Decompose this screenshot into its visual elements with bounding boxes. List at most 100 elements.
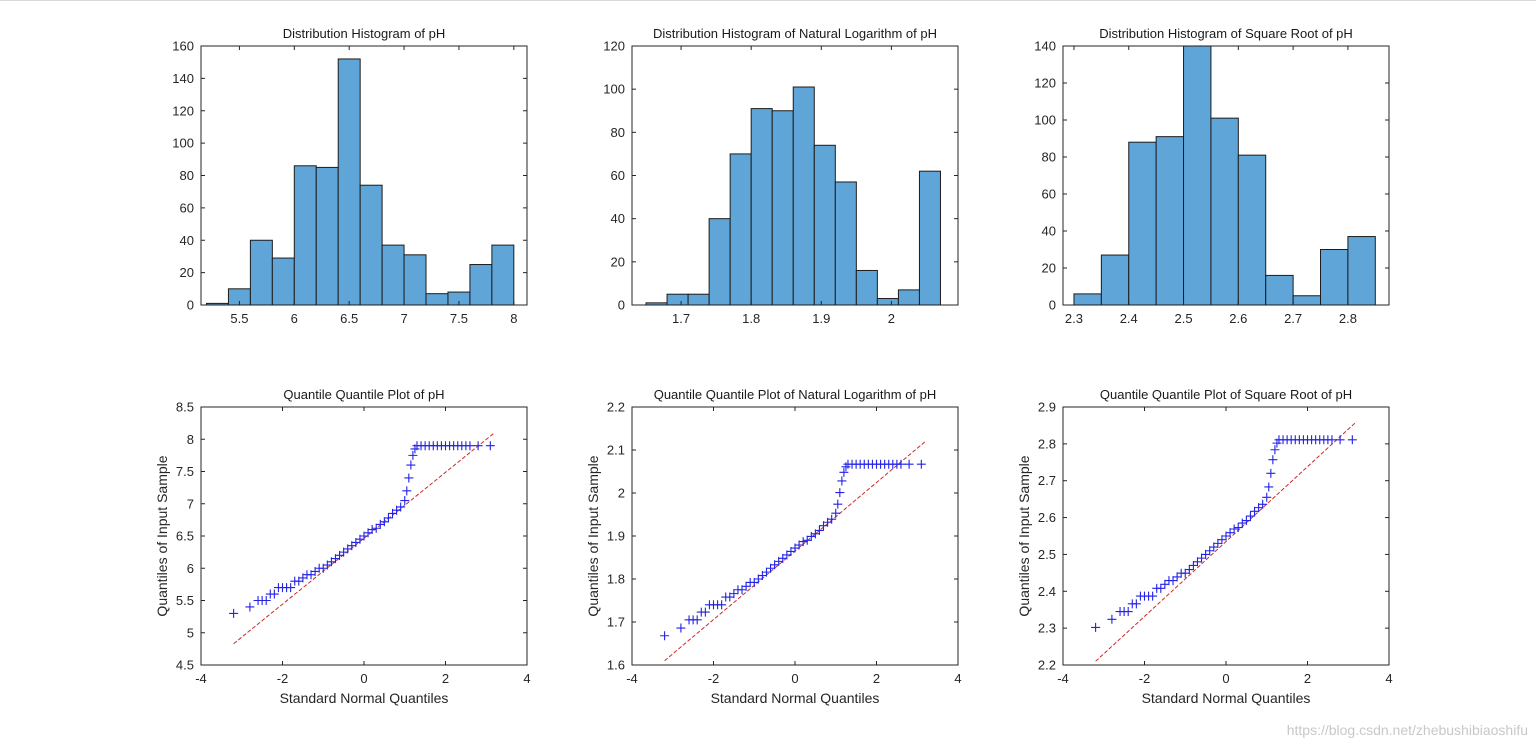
- x-tick-label: 2.5: [1174, 311, 1192, 326]
- qq-point: [1229, 524, 1239, 534]
- x-axis-label: Standard Normal Quantiles: [280, 690, 449, 706]
- histogram-bar: [813, 144, 836, 306]
- x-tick-label: 4: [954, 671, 961, 686]
- x-tick-label: -4: [1057, 671, 1069, 686]
- y-tick-label: 140: [1034, 39, 1056, 54]
- qq-point: [1172, 572, 1182, 582]
- x-tick-label: 1.8: [742, 311, 760, 326]
- chart-title: Distribution Histogram of Square Root of…: [1099, 26, 1353, 41]
- qq-point: [485, 441, 495, 451]
- qq-point: [465, 441, 475, 451]
- qq-point: [839, 467, 849, 477]
- x-tick-label: 2.7: [1284, 311, 1302, 326]
- qq-point: [1156, 583, 1166, 593]
- chart-title: Quantile Quantile Plot of pH: [283, 387, 444, 402]
- x-tick-label: 2: [873, 671, 880, 686]
- y-tick-label: 60: [1042, 187, 1056, 202]
- y-tick-label: 6.5: [176, 529, 194, 544]
- histogram-bar: [834, 181, 857, 306]
- qq-point: [402, 486, 412, 496]
- qq-point: [1241, 516, 1251, 526]
- y-tick-label: 140: [172, 71, 194, 86]
- y-tick-label: 2.9: [1038, 400, 1056, 415]
- watermark-text: https://blog.csdn.net/zhebushibiaoshifu: [1286, 722, 1528, 738]
- qq-point: [379, 517, 389, 527]
- qq-point: [916, 459, 926, 469]
- y-tick-label: 8: [187, 432, 194, 447]
- qq-point: [286, 583, 296, 593]
- reference-line: [233, 432, 495, 645]
- qq-point: [837, 476, 847, 486]
- y-tick-label: 0: [1049, 298, 1056, 313]
- subplot-4: Quantile Quantile Plot of pH -4 -2 0 2 4 4.5 5 5…: [154, 387, 531, 706]
- qq-point: [1192, 557, 1202, 567]
- y-tick-label: 40: [611, 211, 625, 226]
- histogram-bar: [491, 244, 515, 306]
- histogram-bar: [425, 293, 449, 306]
- y-tick-label: 20: [611, 254, 625, 269]
- x-tick-label: 2.4: [1120, 311, 1138, 326]
- x-tick-label: -4: [626, 671, 638, 686]
- histogram-bar: [1210, 117, 1239, 306]
- x-tick-label: -2: [708, 671, 720, 686]
- qq-point: [1258, 499, 1268, 509]
- qq-point: [1335, 435, 1345, 445]
- histogram-bar: [855, 269, 878, 306]
- x-axis-label: Standard Normal Quantiles: [711, 690, 880, 706]
- qq-point: [717, 600, 727, 610]
- y-tick-label: 1.8: [607, 572, 625, 587]
- qq-point: [1217, 535, 1227, 545]
- axes-box: [631, 406, 959, 666]
- qq-point: [1266, 468, 1276, 478]
- x-tick-label: 2.3: [1065, 311, 1083, 326]
- histogram-bar: [1320, 249, 1349, 306]
- y-axis-label: Quantiles of Input Sample: [585, 455, 601, 616]
- x-tick-label: 0: [360, 671, 367, 686]
- qq-point: [692, 615, 702, 625]
- histogram-bar: [1292, 295, 1322, 306]
- qq-point: [406, 460, 416, 470]
- qq-point: [1213, 538, 1223, 548]
- x-tick-label: 4: [1385, 671, 1392, 686]
- chart-title: Quantile Quantile Plot of Natural Logari…: [654, 387, 937, 402]
- qq-point: [400, 496, 410, 506]
- histogram-bar: [876, 298, 899, 306]
- qq-point: [367, 525, 377, 535]
- y-tick-label: 2.1: [607, 443, 625, 458]
- y-tick-label: 0: [618, 298, 625, 313]
- x-tick-label: -2: [1139, 671, 1151, 686]
- x-tick-label: 0: [791, 671, 798, 686]
- qq-point: [261, 596, 271, 605]
- y-tick-label: 2.3: [1038, 621, 1056, 636]
- y-tick-label: 5.5: [176, 593, 194, 608]
- histogram-bar: [1237, 154, 1267, 306]
- y-tick-label: 6: [187, 561, 194, 576]
- y-tick-label: 2.6: [1038, 510, 1056, 525]
- histogram-bar: [645, 302, 668, 306]
- histogram-bar: [359, 184, 383, 306]
- x-tick-label: -4: [195, 671, 207, 686]
- x-tick-label: 7: [400, 311, 407, 326]
- histogram-bar: [1183, 45, 1212, 306]
- x-tick-label: 2: [888, 311, 895, 326]
- y-tick-label: 100: [603, 82, 625, 97]
- y-axis-label: Quantiles of Input Sample: [1016, 455, 1032, 616]
- qq-point: [1123, 607, 1133, 617]
- qq-point: [1270, 445, 1280, 455]
- histogram-bar: [337, 58, 361, 306]
- histogram-bar: [403, 254, 427, 306]
- subplot-1: Distribution Histogram of pH 5.5 6 6.5 7 7.5 8…: [172, 26, 528, 326]
- chart-title: Distribution Histogram of Natural Logari…: [653, 26, 937, 41]
- subplot-3: Distribution Histogram of Square Root of…: [1034, 26, 1390, 326]
- x-tick-label: 7.5: [450, 311, 468, 326]
- y-tick-label: 20: [1042, 261, 1056, 276]
- qq-point: [1201, 549, 1211, 559]
- y-tick-label: 40: [1042, 224, 1056, 239]
- histogram-bar: [315, 166, 339, 306]
- y-tick-label: 100: [172, 136, 194, 151]
- y-tick-label: 60: [611, 168, 625, 183]
- x-tick-label: -2: [277, 671, 289, 686]
- qq-point: [904, 459, 914, 469]
- chart-title: Quantile Quantile Plot of Square Root of…: [1100, 387, 1352, 402]
- x-tick-label: 8: [510, 311, 517, 326]
